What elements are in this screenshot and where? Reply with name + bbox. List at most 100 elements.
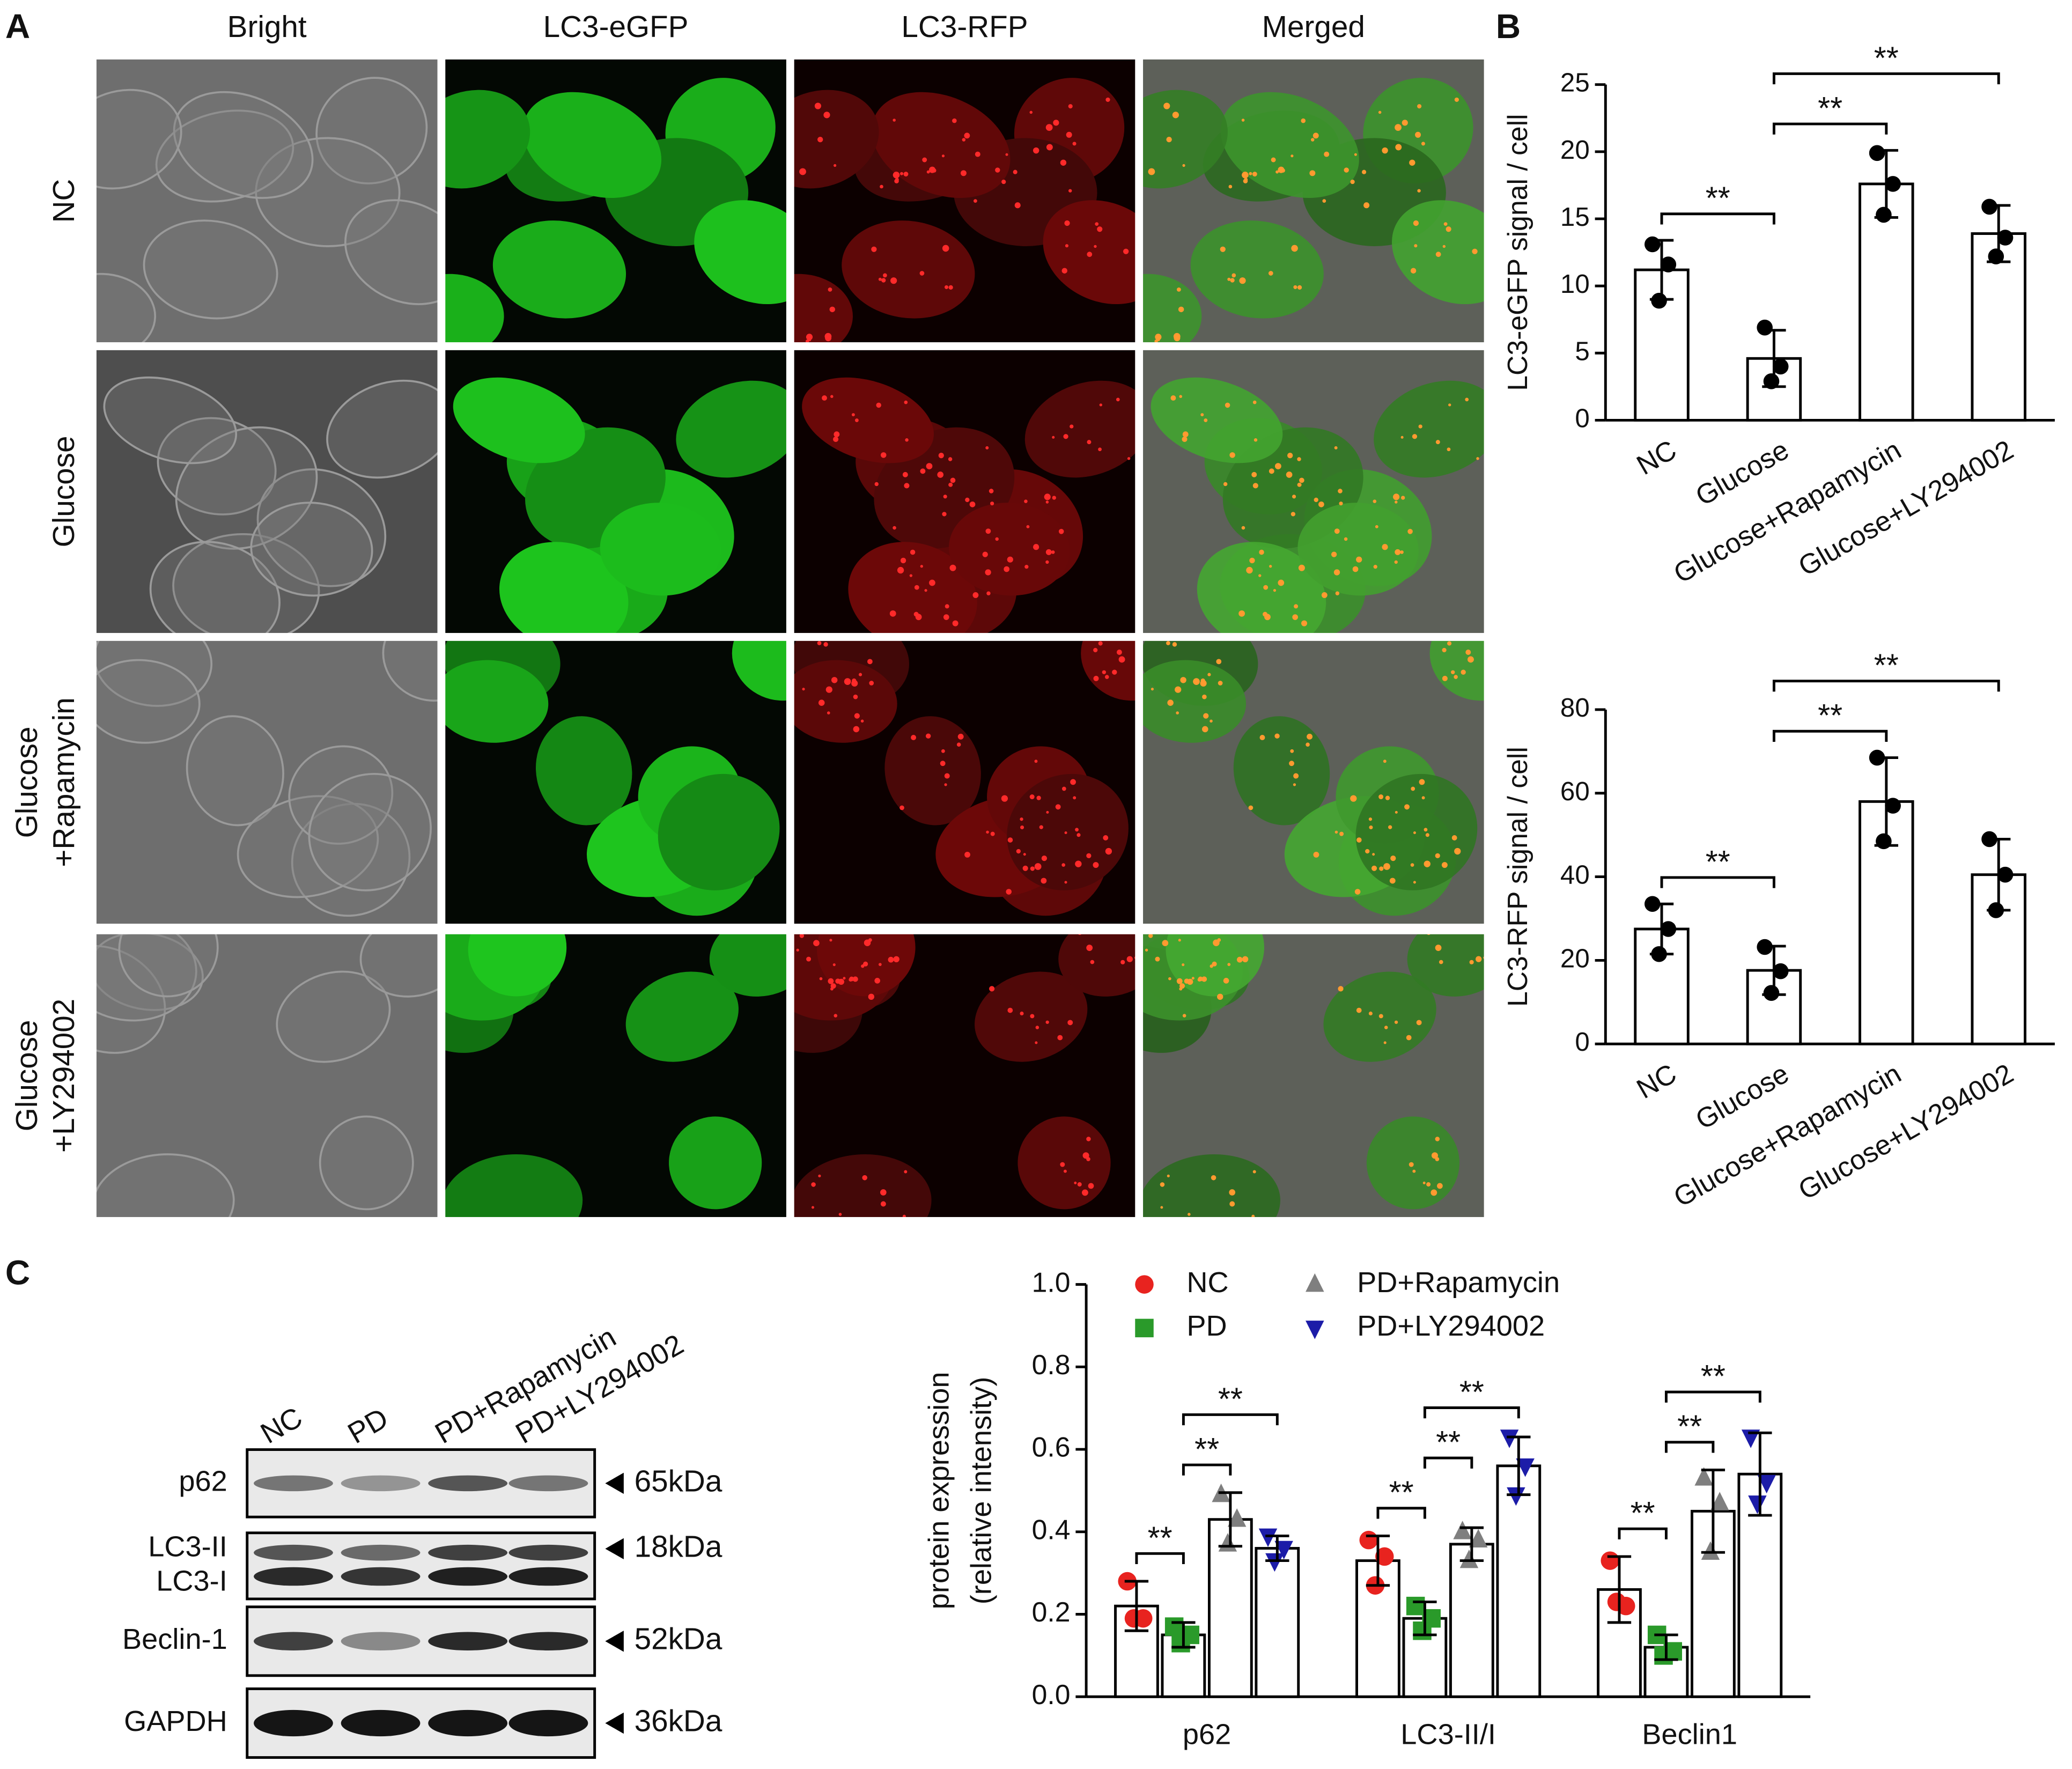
puncta — [1476, 457, 1479, 460]
puncta — [1094, 245, 1097, 248]
puncta — [945, 604, 949, 609]
puncta — [1487, 966, 1492, 971]
puncta — [1075, 828, 1079, 832]
significance-bracket — [1423, 1406, 1520, 1419]
puncta — [1210, 964, 1213, 968]
puncta — [1173, 333, 1181, 340]
puncta — [938, 453, 944, 459]
puncta — [1105, 97, 1110, 102]
puncta — [1292, 495, 1296, 499]
puncta — [880, 1201, 886, 1207]
puncta — [1379, 866, 1384, 871]
size-label: 65kDa — [635, 1464, 722, 1498]
puncta — [1248, 805, 1253, 810]
row-label: Glucose — [47, 436, 81, 548]
puncta — [1077, 1182, 1082, 1187]
puncta — [1465, 650, 1471, 655]
puncta — [1182, 963, 1185, 967]
puncta — [880, 185, 883, 189]
puncta — [950, 477, 956, 483]
puncta — [952, 620, 958, 626]
cell-outline — [155, 109, 294, 203]
puncta — [1413, 220, 1419, 226]
x-tick-label: NC — [1631, 434, 1682, 481]
puncta — [1093, 675, 1099, 681]
puncta — [942, 245, 949, 252]
cell-outline — [319, 1115, 414, 1211]
puncta — [969, 501, 976, 507]
significance-label: ** — [1218, 1381, 1243, 1417]
blot-band — [428, 1632, 508, 1651]
puncta — [1045, 500, 1049, 504]
puncta — [1354, 889, 1361, 895]
puncta — [904, 1170, 908, 1174]
data-point — [1375, 1547, 1394, 1566]
puncta — [1035, 1026, 1039, 1029]
puncta — [900, 172, 903, 175]
puncta — [1372, 853, 1375, 856]
blot-band — [428, 1567, 508, 1586]
puncta — [1418, 424, 1422, 429]
cell-green — [499, 542, 629, 635]
puncta — [926, 463, 933, 469]
puncta — [1068, 189, 1072, 193]
cell-merged — [1141, 660, 1247, 743]
puncta — [1395, 810, 1398, 814]
puncta — [949, 564, 956, 571]
puncta — [1035, 1041, 1038, 1044]
puncta — [1064, 881, 1067, 884]
x-tick-label: Beclin1 — [1642, 1718, 1737, 1750]
puncta — [858, 673, 862, 676]
puncta — [862, 1175, 867, 1181]
cell-red — [793, 1154, 932, 1219]
data-point — [1359, 1530, 1378, 1550]
puncta — [1443, 222, 1448, 226]
micrograph-frame — [1140, 638, 1487, 926]
blot-band — [508, 1475, 588, 1492]
puncta — [1082, 1152, 1089, 1159]
puncta — [909, 574, 913, 577]
data-point — [1274, 1540, 1293, 1560]
cell-merged — [1166, 933, 1264, 997]
puncta — [1356, 1007, 1362, 1013]
puncta — [1269, 468, 1274, 474]
puncta — [1383, 863, 1390, 870]
data-point — [1164, 1617, 1184, 1636]
puncta — [829, 306, 836, 313]
puncta — [1273, 589, 1277, 592]
puncta — [1053, 120, 1059, 126]
puncta — [1253, 438, 1258, 442]
puncta — [1066, 131, 1072, 138]
puncta — [1447, 447, 1451, 452]
puncta — [964, 132, 970, 139]
puncta — [1454, 97, 1459, 102]
micrograph — [95, 639, 439, 925]
cell-outline — [256, 468, 387, 587]
legend-label: PD+LY294002 — [1357, 1310, 1545, 1342]
puncta — [989, 489, 994, 493]
puncta — [833, 436, 839, 442]
puncta — [1404, 804, 1410, 810]
puncta — [1201, 726, 1208, 733]
puncta — [1036, 795, 1041, 800]
puncta — [1424, 828, 1428, 832]
puncta — [1400, 496, 1405, 500]
puncta — [1064, 831, 1067, 835]
puncta — [1395, 500, 1398, 504]
puncta — [1116, 397, 1120, 402]
puncta — [1105, 847, 1112, 855]
micrograph-background — [95, 639, 439, 925]
puncta — [904, 400, 908, 404]
puncta — [1034, 760, 1038, 763]
puncta — [944, 783, 947, 786]
puncta — [849, 977, 853, 982]
puncta — [1127, 457, 1131, 460]
puncta — [1251, 471, 1257, 477]
puncta — [985, 528, 991, 534]
cell-merged — [1141, 1154, 1280, 1219]
puncta — [1076, 833, 1081, 837]
puncta — [1390, 855, 1396, 861]
puncta — [893, 119, 896, 122]
puncta — [1435, 945, 1442, 951]
data-point — [1469, 1529, 1488, 1547]
